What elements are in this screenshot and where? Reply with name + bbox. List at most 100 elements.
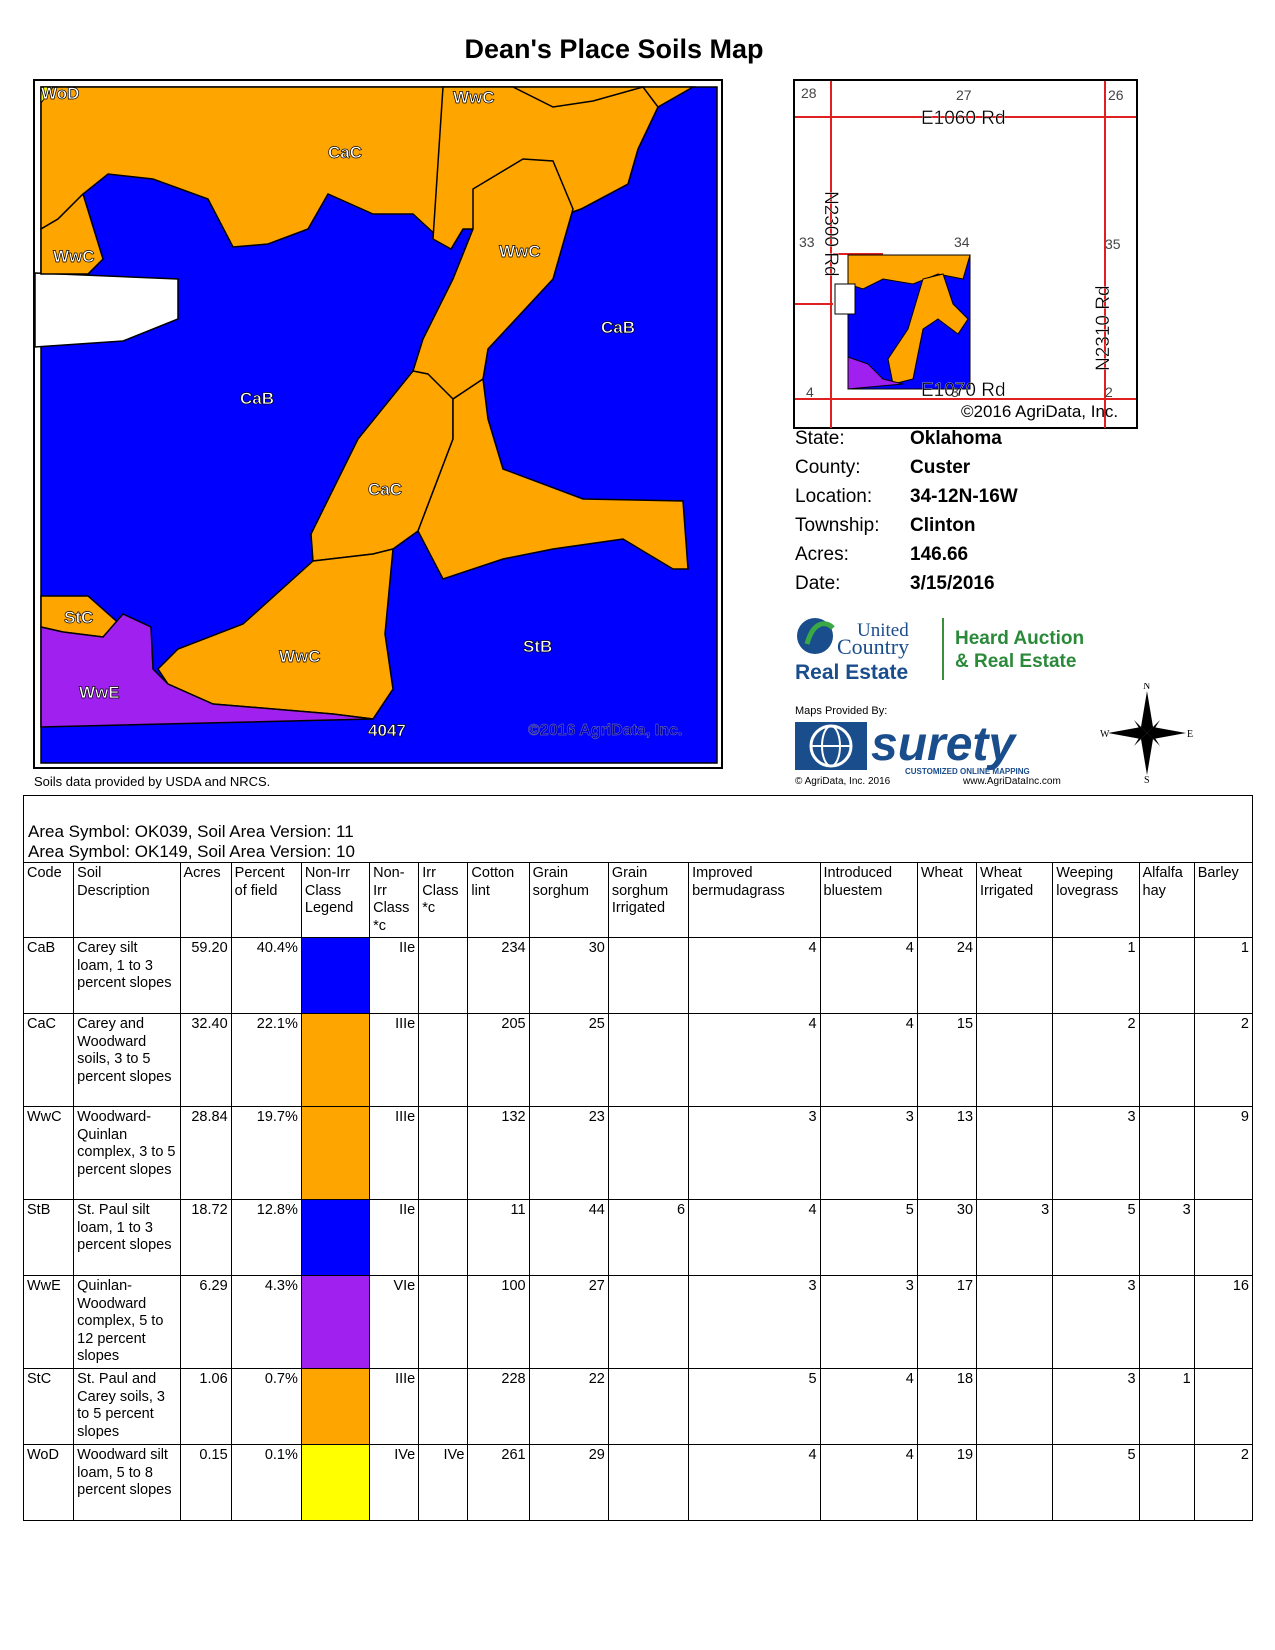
cell-alfalfa: [1138, 1013, 1195, 1107]
soil-polygon-orange-right[interactable]: [417, 377, 689, 580]
section-34: 34: [954, 234, 970, 250]
compass-rose-icon: N S E W: [1100, 683, 1193, 783]
cell-barley: 9: [1193, 1106, 1254, 1200]
cell-desc: Quinlan-Woodward complex, 5 to 12 percen…: [73, 1275, 181, 1369]
cell-cotton: 100: [467, 1275, 530, 1369]
cell-code: WwC: [22, 1106, 75, 1200]
header-cell: Grain sorghum: [528, 862, 609, 938]
map-watermark: ©2016 AgriData, Inc.: [528, 722, 682, 739]
cell-code: StC: [22, 1368, 75, 1445]
soil-row-stc: StC St. Paul and Carey soils, 3 to 5 perc…: [22, 1368, 1254, 1445]
cell-sorghum_irr: [607, 937, 690, 1014]
cell-cotton: 261: [467, 1444, 530, 1521]
road-e1060: E1060 Rd: [921, 108, 1006, 129]
cell-acres: 59.20: [179, 937, 232, 1014]
info-label: County:: [795, 457, 861, 478]
map-label-stb: StB: [523, 637, 552, 656]
cell-alfalfa: [1138, 1444, 1195, 1521]
section-3: 3: [951, 384, 959, 400]
info-value: 146.66: [910, 544, 969, 565]
section-26: 26: [1108, 87, 1124, 103]
cell-wheat: 19: [916, 1444, 978, 1521]
legend-swatch: [300, 1368, 371, 1445]
heard-line1: Heard Auction: [955, 628, 1084, 649]
cell-desc: Carey silt loam, 1 to 3 percent slopes: [73, 937, 181, 1014]
header-cell: Soil Description: [73, 862, 181, 938]
cell-wheat_irr: [976, 1106, 1054, 1200]
cell-desc: St. Paul and Carey soils, 3 to 5 percent…: [73, 1368, 181, 1445]
surety-logo: Maps Provided By: surety CUSTOMIZED ONLI…: [795, 705, 1061, 787]
cell-code: CaC: [22, 1013, 75, 1107]
surety-tagline: CUSTOMIZED ONLINE MAPPING: [905, 767, 1030, 776]
road-n2300: N2300 Rd: [820, 191, 841, 277]
soil-row-wwe: WwE Quinlan-Woodward complex, 5 to 12 per…: [22, 1275, 1254, 1369]
cell-lovegrass: 2: [1052, 1013, 1140, 1107]
cell-alfalfa: 3: [1138, 1199, 1195, 1276]
map-label-cab-right: CaB: [601, 318, 635, 337]
cell-alfalfa: [1138, 1106, 1195, 1200]
maps-provided-by: Maps Provided By:: [795, 705, 887, 717]
header-cell: Non-Irr Class Legend: [300, 862, 371, 938]
cell-nonirr: IVe: [369, 1444, 420, 1521]
cell-bluestem: 3: [819, 1106, 918, 1200]
soil-row-wwc: WwC Woodward-Quinlan complex, 3 to 5 perc…: [22, 1106, 1254, 1200]
header-cell: Percent of field: [230, 862, 302, 938]
cell-pct: 22.1%: [230, 1013, 302, 1107]
info-value: 3/15/2016: [910, 573, 995, 594]
cell-bermuda: 4: [688, 1444, 821, 1521]
cell-acres: 0.15: [179, 1444, 232, 1521]
surety-wordmark: surety: [871, 718, 1017, 771]
section-33: 33: [799, 234, 815, 250]
soil-row-stb: StB St. Paul silt loam, 1 to 3 percent sl…: [22, 1199, 1254, 1276]
soil-polygon-wwc-left[interactable]: [40, 192, 104, 275]
cell-bermuda: 3: [688, 1275, 821, 1369]
cell-desc: St. Paul silt loam, 1 to 3 percent slope…: [73, 1199, 181, 1276]
road-n2310: N2310 Rd: [1093, 285, 1114, 371]
cell-bermuda: 5: [688, 1368, 821, 1445]
cell-sorghum_irr: 6: [607, 1199, 690, 1276]
cell-cotton: 132: [467, 1106, 530, 1200]
soil-row-wod: WoD Woodward silt loam, 5 to 8 percent sl…: [22, 1444, 1254, 1521]
section-2: 2: [1105, 384, 1113, 400]
cell-bermuda: 3: [688, 1106, 821, 1200]
header-cell: Wheat Irrigated: [976, 862, 1054, 938]
cell-barley: 2: [1193, 1013, 1254, 1107]
section-35: 35: [1105, 236, 1121, 252]
cell-alfalfa: [1138, 1275, 1195, 1369]
soil-map[interactable]: WoD WwC CaC WwC WwC CaB CaB CaC StC WwC …: [33, 79, 723, 769]
cell-barley: 1: [1193, 937, 1254, 1014]
info-label: Acres:: [795, 544, 849, 565]
cell-nonirr: IIe: [369, 937, 420, 1014]
section-27: 27: [956, 87, 972, 103]
header-cell: Improved bermudagrass: [688, 862, 821, 938]
cell-sorghum: 29: [528, 1444, 609, 1521]
map-label-wwc-top: WwC: [453, 88, 495, 107]
table-top-spacer: [23, 795, 1253, 822]
cell-cotton: 205: [467, 1013, 530, 1107]
location-map-field[interactable]: [834, 254, 971, 390]
info-value: 34-12N-16W: [910, 486, 1018, 507]
map-notch: [34, 272, 179, 348]
page-title: Dean's Place Soils Map: [464, 34, 764, 64]
table-header-row: Code Soil Description Acres Percent of f…: [22, 862, 1254, 938]
section-28: 28: [801, 85, 817, 101]
cell-wheat: 24: [916, 937, 978, 1014]
soil-polygon-wod[interactable]: [40, 86, 54, 105]
cell-alfalfa: [1138, 937, 1195, 1014]
cell-sorghum: 25: [528, 1013, 609, 1107]
cell-bluestem: 3: [819, 1275, 918, 1369]
info-row-township: Township: Clinton: [795, 515, 1018, 544]
map-label-wwc-left: WwC: [53, 247, 95, 266]
cell-sorghum_irr: [607, 1013, 690, 1107]
cell-cotton: 11: [467, 1199, 530, 1276]
uc-line1: United: [857, 620, 909, 641]
soil-polygon-wwe[interactable]: [40, 613, 374, 728]
agridata-url: www.AgriDataInc.com: [962, 776, 1061, 787]
cell-bluestem: 4: [819, 1368, 918, 1445]
location-map[interactable]: 28 27 26 33 34 35 4 3 2 E1060 Rd N2300 R…: [793, 79, 1138, 429]
header-cell: Acres: [179, 862, 232, 938]
map-label-wwc-center: WwC: [499, 242, 541, 261]
cell-lovegrass: 3: [1052, 1106, 1140, 1200]
cell-wheat_irr: [976, 1275, 1054, 1369]
data-credit: Soils data provided by USDA and NRCS.: [34, 774, 271, 789]
